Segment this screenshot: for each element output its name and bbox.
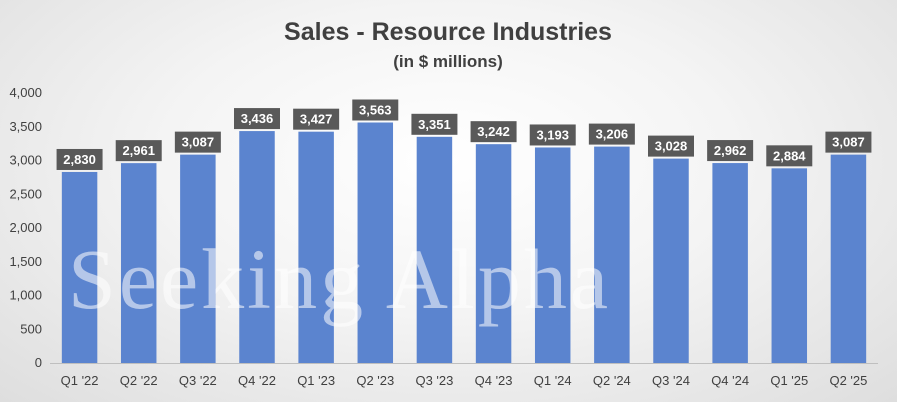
- y-tick-label: 2,500: [9, 186, 42, 201]
- data-label-text: 3,028: [655, 139, 688, 154]
- bar: [357, 122, 394, 363]
- data-label-text: 3,206: [596, 127, 629, 142]
- x-tick-label: Q2 '23: [356, 373, 394, 388]
- bar: [239, 131, 275, 363]
- data-label-text: 3,193: [536, 127, 569, 142]
- data-label: 3,563: [352, 99, 399, 121]
- bar: [120, 163, 157, 363]
- y-tick-label: 2,000: [9, 220, 42, 235]
- data-label-text: 2,830: [63, 152, 96, 167]
- x-tick-label: Q3 '22: [179, 373, 217, 388]
- bar-layer: [61, 122, 867, 363]
- data-label-text: 3,087: [182, 135, 215, 150]
- data-label-box: [470, 121, 517, 143]
- data-label-layer: 2,830 2,961 3,087 3,436 3,427 3,563 3,351 3,242…: [56, 99, 872, 170]
- data-label-text: 3,351: [418, 117, 451, 132]
- bar: [771, 168, 808, 363]
- x-tick-label: Q1 '25: [770, 373, 808, 388]
- data-label-text: 2,962: [714, 143, 747, 158]
- y-tick-label: 4,000: [9, 85, 42, 100]
- data-label: 3,242: [470, 121, 517, 143]
- bar: [534, 147, 571, 363]
- y-tick-label: 500: [20, 321, 42, 336]
- data-label-box: [352, 99, 399, 121]
- bar: [416, 136, 453, 363]
- y-tick-label: 1,000: [9, 288, 42, 303]
- x-tick-label: Q3 '24: [652, 373, 690, 388]
- bar: [180, 154, 216, 363]
- data-label: 2,962: [707, 140, 754, 162]
- bar: [712, 163, 748, 363]
- x-tick-label: Q3 '23: [415, 373, 453, 388]
- x-tick-label: Q2 '25: [829, 373, 867, 388]
- data-label-box: [174, 131, 221, 153]
- data-label: 3,087: [174, 131, 221, 153]
- data-label-box: [234, 108, 280, 130]
- data-label: 3,427: [293, 108, 340, 130]
- y-tick-label: 3,000: [9, 153, 42, 168]
- bar: [475, 144, 512, 363]
- data-label: 2,961: [115, 140, 162, 162]
- watermark-text: Seeking Alpha: [68, 231, 611, 327]
- x-tick-label: Q1 '22: [61, 373, 99, 388]
- data-label: 3,436: [234, 108, 280, 130]
- chart-title: Sales - Resource Industries: [284, 18, 612, 46]
- bar: [61, 171, 98, 363]
- data-label: 3,351: [411, 113, 458, 135]
- data-label-box: [766, 145, 813, 167]
- data-label-text: 3,563: [359, 102, 392, 117]
- bar: [830, 154, 867, 363]
- data-label-box: [588, 123, 635, 145]
- bar: [653, 158, 689, 363]
- x-tick-label: Q1 '24: [534, 373, 572, 388]
- x-tick-label: Q1 '23: [297, 373, 335, 388]
- x-tick-label: Q4 '23: [475, 373, 513, 388]
- y-tick-label: 3,500: [9, 119, 42, 134]
- data-label: 3,028: [648, 135, 694, 157]
- data-label-box: [529, 124, 576, 146]
- y-tick-label: 0: [35, 355, 42, 370]
- x-tick-label: Q2 '22: [120, 373, 158, 388]
- data-label-box: [825, 131, 872, 153]
- chart-subtitle: (in $ millions): [393, 52, 503, 71]
- data-label-box: [707, 140, 754, 162]
- data-label-box: [56, 148, 103, 170]
- data-label: 3,087: [825, 131, 872, 153]
- data-label-text: 3,436: [241, 111, 274, 126]
- x-tick-label: Q4 '24: [711, 373, 749, 388]
- data-label: 2,884: [766, 145, 813, 167]
- data-label-box: [648, 135, 694, 157]
- data-label-box: [115, 140, 162, 162]
- axis-layer: 0 500 1,000 1,500 2,000 2,500 3,000 3,500 4,000 Q…: [9, 85, 878, 388]
- data-label-box: [293, 108, 340, 130]
- bar: [594, 146, 630, 363]
- bar: [298, 131, 334, 363]
- data-label: 2,830: [56, 148, 103, 170]
- data-label-box: [411, 113, 458, 135]
- data-label-text: 3,242: [477, 124, 510, 139]
- data-label-text: 3,427: [300, 112, 333, 127]
- data-label: 3,193: [529, 124, 576, 146]
- data-label-text: 2,884: [773, 148, 806, 163]
- x-tick-label: Q2 '24: [593, 373, 631, 388]
- x-tick-label: Q4 '22: [238, 373, 276, 388]
- y-tick-label: 1,500: [9, 254, 42, 269]
- data-label-text: 2,961: [122, 143, 155, 158]
- data-label: 3,206: [588, 123, 635, 145]
- data-label-text: 3,087: [832, 135, 865, 150]
